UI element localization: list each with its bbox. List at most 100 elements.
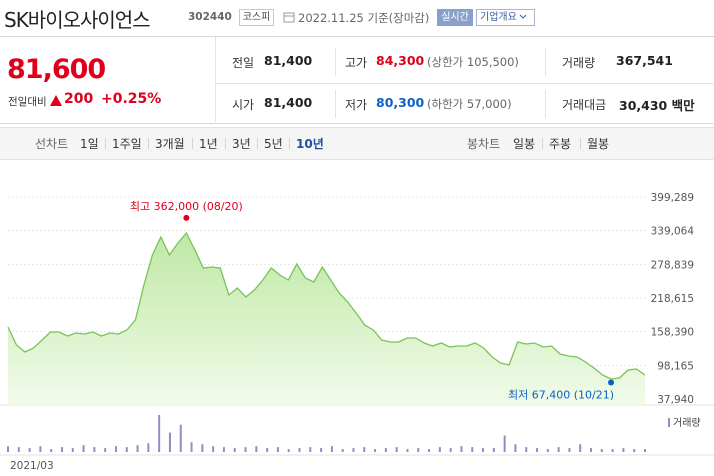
volume-bar (395, 447, 398, 452)
stat-label: 거래량 (562, 56, 596, 70)
up-arrow-icon (50, 95, 62, 106)
stat-label: 전일 (232, 56, 255, 70)
period-tab[interactable]: 10년 (296, 137, 324, 151)
volume-bar (438, 447, 441, 452)
volume-bar (190, 442, 193, 452)
calendar-icon (283, 12, 295, 23)
x-tick-label: 2021/03 (10, 460, 54, 472)
volume-bar (93, 447, 96, 452)
separator (257, 138, 258, 149)
extreme-label: 최고 362,000 (08/20) (130, 200, 243, 213)
period-bar (0, 127, 714, 160)
divider (545, 48, 546, 76)
volume-bar (546, 449, 549, 452)
volume-bar (71, 448, 74, 452)
period-tab[interactable]: 월봉 (587, 137, 610, 151)
stat-value: 81,400 (264, 53, 313, 68)
company-info-button[interactable]: 기업개요 (476, 9, 535, 26)
stat-value: 80,300 (376, 95, 425, 110)
volume-bar (287, 449, 290, 452)
separator (225, 138, 226, 149)
period-tab[interactable]: 3년 (232, 137, 251, 151)
volume-bar (320, 448, 323, 452)
volume-bar (600, 449, 603, 452)
divider (215, 37, 216, 122)
volume-bar (82, 445, 85, 452)
volume-bar (460, 446, 463, 452)
volume-bar (352, 448, 355, 452)
stat-value: 30,430 백만 (619, 98, 695, 113)
volume-bar (406, 449, 409, 452)
volume-bar (525, 447, 528, 452)
volume-bar (492, 448, 495, 452)
volume-bar (7, 446, 9, 452)
period-tab[interactable]: 주봉 (549, 137, 572, 151)
volume-bar (222, 447, 225, 452)
y-tick-label: 218,615 (651, 293, 694, 305)
divider (335, 48, 336, 76)
separator (192, 138, 193, 149)
volume-bar (28, 448, 31, 452)
period-tab[interactable]: 일봉 (513, 137, 536, 151)
volume-bar (212, 446, 215, 452)
market-badge: 코스피 (239, 9, 274, 26)
volume-bar (579, 444, 582, 452)
separator (289, 138, 290, 149)
volume-bar (179, 424, 182, 452)
divider (335, 90, 336, 118)
volume-bar (384, 448, 387, 452)
volume-bar (298, 448, 301, 452)
divider (215, 83, 714, 84)
stat-value: 84,300 (376, 53, 425, 68)
y-tick-label: 399,289 (651, 192, 694, 204)
volume-bar (503, 435, 506, 452)
price: 81,600 (7, 54, 106, 85)
period-tab[interactable]: 1년 (199, 137, 218, 151)
volume-bar (611, 449, 614, 452)
volume-bar (482, 448, 485, 452)
stat-label: 거래대금 (562, 98, 607, 112)
y-tick-label: 158,390 (651, 327, 694, 339)
dropdown-icon (519, 14, 527, 19)
period-tab[interactable]: 5년 (264, 137, 283, 151)
period-tab[interactable]: 1일 (80, 137, 99, 151)
volume-bar (17, 447, 20, 452)
volume-bar (50, 449, 53, 452)
legend-label: 거래량 (673, 417, 701, 429)
y-tick-label: 278,839 (651, 259, 694, 271)
volume-bar (471, 447, 474, 452)
change-pct: +0.25% (101, 91, 162, 107)
volume-bar (374, 449, 377, 452)
tab-group-label: 선차트 (35, 137, 69, 151)
volume-bar (60, 447, 63, 452)
stat-note: (하한가 57,000) (427, 97, 512, 111)
legend-swatch (668, 418, 670, 427)
period-tab[interactable]: 1주일 (112, 137, 142, 151)
volume-bar (255, 446, 258, 452)
volume-bar (568, 448, 571, 452)
price-area (8, 233, 645, 405)
volume-bar (514, 444, 517, 452)
volume-bar (168, 432, 171, 452)
extreme-label: 최저 67,400 (10/21) (508, 389, 614, 402)
divider (545, 90, 546, 118)
y-tick-label: 339,064 (651, 226, 695, 238)
volume-bar (147, 443, 150, 452)
tab-group-label: 봉차트 (467, 137, 501, 151)
date: 2022.11.25 기준(장마감) (298, 11, 430, 25)
volume-bar (644, 449, 646, 452)
period-tab[interactable]: 3개월 (155, 137, 185, 151)
volume-bar (125, 447, 128, 452)
stat-value: 81,400 (264, 95, 313, 110)
realtime-button[interactable]: 실시간 (437, 9, 473, 26)
extreme-dot (608, 379, 615, 386)
volume-bar (114, 446, 117, 452)
volume-bar (330, 446, 333, 452)
extreme-dot (183, 214, 190, 221)
volume-bar (201, 444, 204, 452)
separator (148, 138, 149, 149)
stock-name: SK바이오사이언스 (4, 8, 151, 32)
y-tick-label: 37,940 (657, 394, 694, 406)
stock-code: 302440 (188, 11, 232, 23)
volume-bar (341, 449, 344, 452)
